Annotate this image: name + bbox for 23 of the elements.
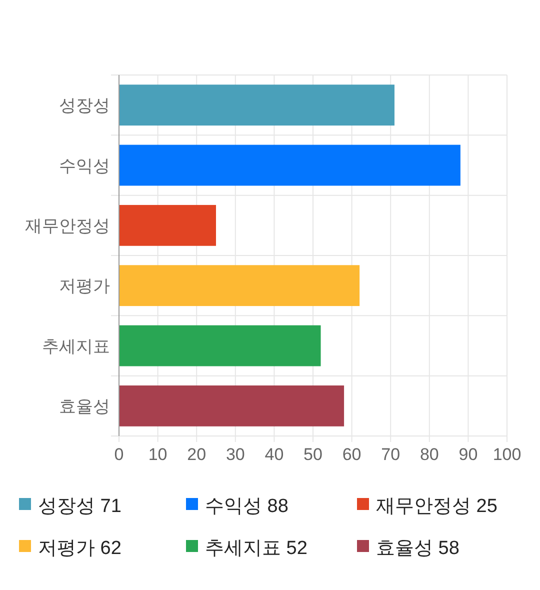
x-tick-label: 70 [381,445,400,464]
x-tick-label: 80 [420,445,439,464]
x-tick-label: 90 [458,445,478,464]
x-tick-label: 20 [187,445,206,464]
y-tick-label: 저평가 [59,276,110,296]
legend-label: 효율성 58 [376,538,460,559]
x-tick-label: 0 [114,445,124,464]
y-tick-label: 효율성 [59,396,110,416]
legend-label: 수익성 88 [205,496,288,517]
x-tick-label: 30 [226,445,245,464]
legend-label: 성장성 71 [38,496,122,517]
legend-label: 추세지표 52 [205,538,308,559]
legend-label: 저평가 62 [38,538,122,559]
y-tick-label: 재무안정성 [25,216,110,236]
legend-label: 재무안정성 25 [376,496,498,517]
x-tick-label: 40 [264,445,284,464]
y-tick-label: 성장성 [59,96,110,116]
x-tick-label: 60 [342,445,362,464]
x-tick-label: 100 [492,445,522,464]
x-tick-label: 10 [148,445,168,464]
y-tick-label: 수익성 [59,156,110,176]
x-tick-label: 50 [304,445,322,464]
y-tick-label: 추세지표 [42,336,110,356]
